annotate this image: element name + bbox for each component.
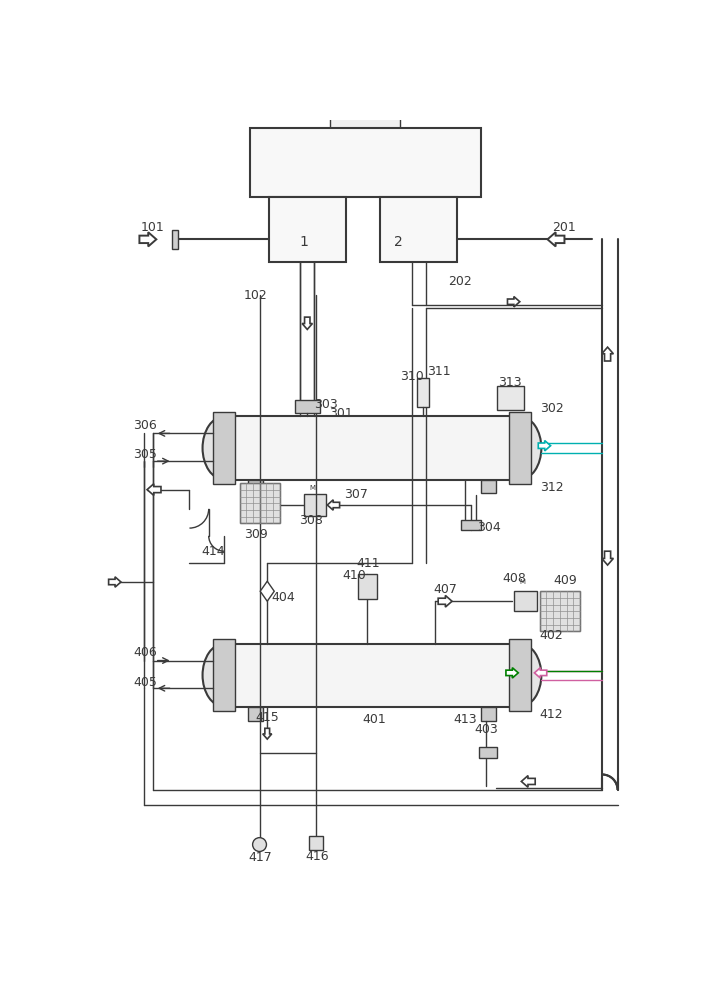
Text: 302: 302 [540,402,564,415]
Text: M: M [310,485,316,491]
Bar [248,707,263,721]
Polygon shape [602,551,613,565]
Text: 408: 408 [503,572,527,585]
Bar [239,483,280,523]
Bar [249,128,480,197]
Bar [224,644,520,707]
Text: 404: 404 [272,591,296,604]
Bar [224,416,520,480]
Text: 402: 402 [540,629,564,642]
Text: 303: 303 [314,398,338,411]
Bar [172,230,178,249]
Bar [214,639,235,711]
Bar [460,520,480,530]
Bar [358,574,377,599]
Polygon shape [534,668,546,678]
Text: 2: 2 [393,235,402,249]
Bar [309,836,323,850]
Text: 102: 102 [243,289,267,302]
Text: 301: 301 [329,407,352,420]
Text: 201: 201 [552,221,576,234]
Polygon shape [539,441,551,451]
Polygon shape [260,581,274,601]
Text: 405: 405 [133,676,157,689]
Bar [479,747,498,758]
Text: 306: 306 [133,419,157,432]
Polygon shape [508,297,520,307]
Polygon shape [547,232,564,246]
Text: 101: 101 [141,221,165,234]
Bar [480,480,496,493]
Text: 310: 310 [400,370,424,383]
Bar [513,591,536,611]
Text: 407: 407 [434,583,457,596]
Text: 313: 313 [498,376,522,389]
Text: 409: 409 [554,574,577,587]
Text: 311: 311 [426,365,450,378]
Text: 417: 417 [249,851,273,864]
Text: 410: 410 [343,569,367,582]
Text: 411: 411 [357,557,380,570]
Text: 416: 416 [306,850,329,863]
Bar [509,412,531,484]
Bar [330,118,400,128]
Polygon shape [506,668,518,678]
Ellipse shape [203,416,246,480]
Bar [248,480,263,493]
Polygon shape [521,776,535,787]
Text: 401: 401 [362,713,387,726]
Bar [480,707,496,721]
Text: 413: 413 [454,713,477,726]
Ellipse shape [498,416,541,480]
Bar [540,591,580,631]
Text: 307: 307 [344,488,368,501]
Bar [304,494,326,516]
Text: 308: 308 [300,514,324,527]
Polygon shape [109,577,121,587]
Polygon shape [327,500,339,510]
Ellipse shape [203,644,246,707]
Text: 202: 202 [448,275,472,288]
Text: 312: 312 [540,481,564,494]
Text: 309: 309 [244,528,268,541]
Bar [214,412,235,484]
Polygon shape [262,728,272,739]
Text: 403: 403 [475,723,498,736]
Bar [295,400,319,413]
Bar [497,386,524,410]
Text: 1: 1 [299,235,308,249]
Text: 412: 412 [540,708,564,721]
Bar [380,197,457,262]
Bar [416,378,429,407]
Polygon shape [147,484,161,495]
Bar [269,197,346,262]
Circle shape [252,838,267,852]
Text: 305: 305 [133,448,157,461]
Polygon shape [438,595,452,607]
Polygon shape [602,347,613,361]
Ellipse shape [498,644,541,707]
Text: M: M [520,579,526,585]
Bar [509,639,531,711]
Text: 415: 415 [256,711,280,724]
Text: 406: 406 [133,646,157,659]
Polygon shape [302,317,313,329]
Polygon shape [139,232,156,246]
Text: 304: 304 [477,521,501,534]
Text: 414: 414 [201,545,224,558]
